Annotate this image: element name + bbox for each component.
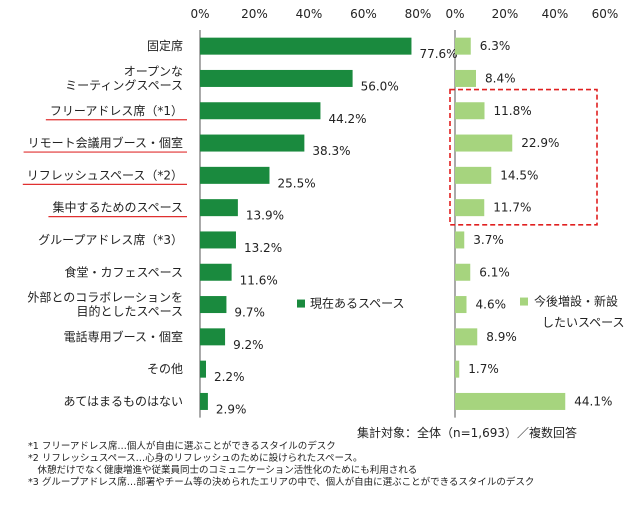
- current-space-value-label: 13.9%: [246, 209, 284, 223]
- legend-label-planned-line2: したいスペース: [542, 316, 625, 330]
- planned-space-value-label: 4.6%: [476, 298, 507, 312]
- current-space-bar: [200, 231, 236, 249]
- category-label: 電話専用ブース・個室: [64, 329, 183, 344]
- current-space-value-label: 13.2%: [244, 241, 282, 255]
- right-x-tick-label: 40%: [542, 7, 569, 21]
- left-x-tick-label: 40%: [296, 7, 323, 21]
- highlight-dashed-box: [449, 88, 598, 226]
- current-space-value-label: 44.2%: [328, 112, 366, 126]
- category-label: 固定席: [147, 38, 183, 53]
- current-space-value-label: 56.0%: [361, 79, 399, 93]
- current-space-value-label: 77.6%: [419, 47, 457, 61]
- left-x-tick-label: 0%: [190, 7, 209, 21]
- planned-space-bar: [455, 102, 485, 120]
- current-space-value-label: 11.6%: [240, 273, 278, 287]
- planned-space-bar: [455, 231, 465, 249]
- category-label: グループアドレス席（*3）: [38, 232, 183, 247]
- planned-space-value-label: 11.8%: [494, 104, 532, 118]
- current-space-value-label: 9.2%: [233, 338, 264, 352]
- planned-space-bar: [455, 69, 476, 87]
- right-x-tick-label: 20%: [492, 7, 519, 21]
- planned-space-value-label: 3.7%: [473, 233, 504, 247]
- current-space-value-label: 2.2%: [214, 370, 245, 384]
- planned-space-value-label: 6.1%: [479, 265, 510, 279]
- right-x-tick-label: 0%: [445, 7, 464, 21]
- legend-swatch-current: [297, 299, 305, 308]
- category-label: 集中するためのスペース: [52, 200, 183, 215]
- current-space-value-label: 9.7%: [234, 306, 265, 320]
- current-space-bar: [200, 328, 226, 346]
- footnote-3: *3 グループアドレス席…部署やチーム等の決められたエリアの中で、個人が自由に選…: [28, 477, 535, 488]
- category-label: オープンな: [124, 64, 183, 78]
- sample-note: 集計対象：全体（n=1,693）／複数回答: [357, 426, 578, 440]
- category-label: 食堂・カフェスペース: [64, 264, 183, 279]
- right-x-tick-label: 60%: [592, 7, 619, 21]
- footnote-1: *1 フリーアドレス席…個人が自由に選ぶことができるスタイルのデスク: [28, 441, 336, 452]
- current-space-bar: [200, 263, 232, 281]
- planned-space-value-label: 14.5%: [500, 168, 538, 182]
- planned-space-bar: [455, 37, 471, 55]
- category-label: ミーティングスペース: [65, 78, 183, 92]
- legend-label-current: 現在あるスペース: [310, 297, 405, 311]
- current-space-bar: [200, 37, 412, 55]
- planned-space-value-label: 11.7%: [493, 201, 531, 215]
- current-space-bar: [200, 392, 208, 410]
- category-label: あてはまるものはない: [63, 394, 183, 408]
- category-label: リモート会議用ブース・個室: [28, 135, 183, 150]
- planned-space-value-label: 1.7%: [468, 362, 499, 376]
- legend-swatch-planned: [520, 297, 528, 306]
- planned-space-bar: [455, 328, 478, 346]
- left-x-tick-label: 60%: [350, 7, 377, 21]
- category-label: 外部とのコラボレーションを: [27, 290, 183, 305]
- planned-space-value-label: 44.1%: [574, 394, 612, 408]
- current-space-bar: [200, 69, 353, 87]
- planned-space-bar: [455, 134, 513, 152]
- planned-space-value-label: 8.9%: [486, 330, 517, 344]
- category-label: 目的としたスペース: [76, 304, 183, 319]
- current-space-bar: [200, 360, 206, 378]
- planned-space-value-label: 6.3%: [480, 39, 511, 53]
- footnote-2: *2 リフレッシュスペース…心身のリフレッシュのために設けられたスペース。: [28, 453, 363, 464]
- current-space-bar: [200, 102, 321, 120]
- current-space-bar: [200, 296, 227, 314]
- legend-label-planned: 今後増設・新設: [534, 294, 618, 309]
- current-space-bar: [200, 166, 270, 184]
- planned-space-bar: [455, 392, 566, 410]
- current-space-value-label: 38.3%: [312, 144, 350, 158]
- planned-space-bar: [455, 199, 485, 217]
- planned-space-value-label: 8.4%: [485, 71, 516, 85]
- planned-space-value-label: 22.9%: [521, 136, 559, 150]
- category-label: フリーアドレス席（*1）: [50, 103, 183, 118]
- current-space-bar: [200, 199, 238, 217]
- category-label: リフレッシュスペース（*2）: [27, 168, 183, 182]
- footnote-2-cont: 休憩だけでなく健康増進や従業員同士のコミュニケーション活性化のためにも利用される: [28, 465, 418, 476]
- current-space-value-label: 2.9%: [216, 402, 247, 416]
- current-space-bar: [200, 134, 305, 152]
- planned-space-bar: [455, 360, 460, 378]
- planned-space-bar: [455, 263, 471, 281]
- current-space-value-label: 25.5%: [277, 176, 315, 190]
- planned-space-bar: [455, 296, 467, 314]
- planned-space-bar: [455, 166, 492, 184]
- category-label: その他: [147, 362, 183, 376]
- left-x-tick-label: 20%: [241, 7, 268, 21]
- left-x-tick-label: 80%: [405, 7, 432, 21]
